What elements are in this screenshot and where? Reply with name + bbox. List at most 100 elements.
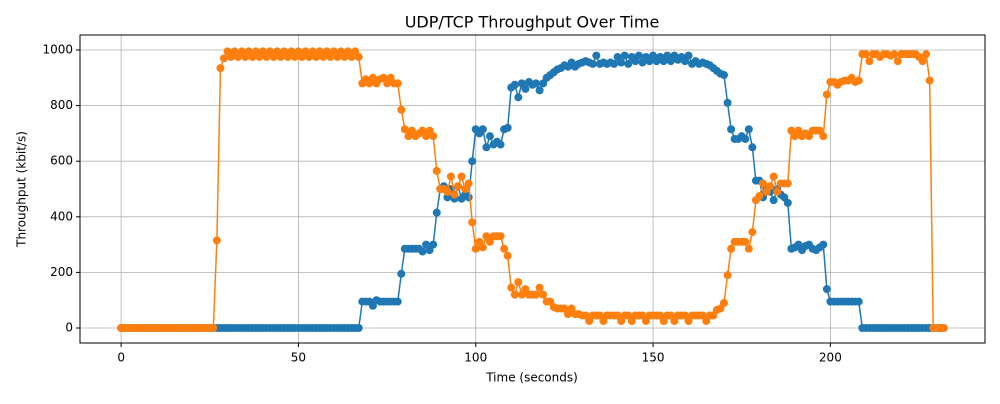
- data-point: [783, 198, 792, 207]
- data-point: [861, 50, 870, 59]
- data-point: [418, 247, 427, 256]
- data-point: [918, 57, 927, 66]
- data-point: [755, 191, 764, 200]
- data-point: [822, 90, 831, 99]
- data-point: [539, 290, 548, 299]
- y-tick-label: 800: [50, 98, 73, 112]
- data-point: [819, 240, 828, 249]
- data-point: [535, 86, 544, 95]
- data-point: [925, 76, 934, 85]
- data-point: [496, 140, 505, 149]
- data-point: [759, 179, 768, 188]
- data-point: [769, 196, 778, 205]
- y-tick-label: 400: [50, 209, 73, 223]
- data-point: [454, 182, 463, 191]
- data-point: [354, 323, 363, 332]
- data-point: [592, 51, 601, 60]
- data-point: [482, 143, 491, 152]
- data-point: [397, 105, 406, 114]
- data-point: [783, 179, 792, 188]
- data-point: [496, 232, 505, 241]
- data-point: [212, 236, 221, 245]
- data-point: [478, 243, 487, 252]
- data-point: [503, 251, 512, 260]
- x-axis-label: Time (seconds): [485, 371, 578, 385]
- data-point: [478, 125, 487, 134]
- data-point: [617, 58, 626, 67]
- data-point: [514, 278, 523, 287]
- y-axis-label: Throughput (kbit/s): [15, 131, 29, 248]
- x-tick-label: 150: [642, 351, 665, 365]
- data-point: [432, 208, 441, 217]
- data-point: [216, 64, 225, 73]
- data-point: [532, 290, 541, 299]
- data-point: [748, 143, 757, 152]
- data-point: [890, 50, 899, 59]
- data-point: [393, 297, 402, 306]
- data-point: [723, 98, 732, 107]
- data-point: [468, 157, 477, 166]
- y-tick-label: 200: [50, 265, 73, 279]
- data-point: [773, 187, 782, 196]
- data-point: [723, 271, 732, 280]
- y-tick-label: 1000: [42, 43, 73, 57]
- data-point: [741, 237, 750, 246]
- data-point: [620, 51, 629, 60]
- data-point: [727, 244, 736, 253]
- data-point: [684, 51, 693, 60]
- data-point: [854, 76, 863, 85]
- data-point: [507, 283, 516, 292]
- data-point: [464, 179, 473, 188]
- data-point: [432, 166, 441, 175]
- data-point: [532, 79, 541, 88]
- series-line: [121, 49, 944, 329]
- data-point: [521, 84, 530, 93]
- data-point: [400, 125, 409, 134]
- data-point: [514, 93, 523, 102]
- y-tick-label: 600: [50, 154, 73, 168]
- data-point: [819, 132, 828, 141]
- data-point: [748, 228, 757, 237]
- data-point: [219, 54, 228, 63]
- data-point: [397, 269, 406, 278]
- data-point: [727, 125, 736, 134]
- data-point: [535, 283, 544, 292]
- data-point: [429, 240, 438, 249]
- data-point: [209, 323, 218, 332]
- y-tick-label: 0: [65, 320, 73, 334]
- data-point: [471, 244, 480, 253]
- data-point: [485, 132, 494, 141]
- data-point: [922, 50, 931, 59]
- data-point: [634, 51, 643, 60]
- data-point: [610, 59, 619, 68]
- x-tick-label: 100: [464, 351, 487, 365]
- data-point: [893, 57, 902, 66]
- data-point: [354, 52, 363, 61]
- x-tick-label: 200: [819, 351, 842, 365]
- data-point: [510, 290, 519, 299]
- data-point: [588, 59, 597, 68]
- data-point: [854, 297, 863, 306]
- data-point: [719, 298, 728, 307]
- data-point: [393, 79, 402, 88]
- data-point: [468, 218, 477, 227]
- data-point: [503, 123, 512, 132]
- data-point: [500, 244, 509, 253]
- data-point: [741, 134, 750, 143]
- data-point: [744, 244, 753, 253]
- data-point: [450, 190, 459, 199]
- x-tick-label: 50: [291, 351, 306, 365]
- data-point: [939, 323, 948, 332]
- data-point: [464, 193, 473, 202]
- data-point: [822, 285, 831, 294]
- data-point: [766, 182, 775, 191]
- data-point: [744, 125, 753, 134]
- data-point: [769, 172, 778, 181]
- chart-title: UDP/TCP Throughput Over Time: [405, 13, 660, 32]
- data-point: [457, 172, 466, 181]
- series-line: [121, 53, 944, 329]
- data-point: [443, 187, 452, 196]
- data-point: [443, 193, 452, 202]
- data-point: [510, 80, 519, 89]
